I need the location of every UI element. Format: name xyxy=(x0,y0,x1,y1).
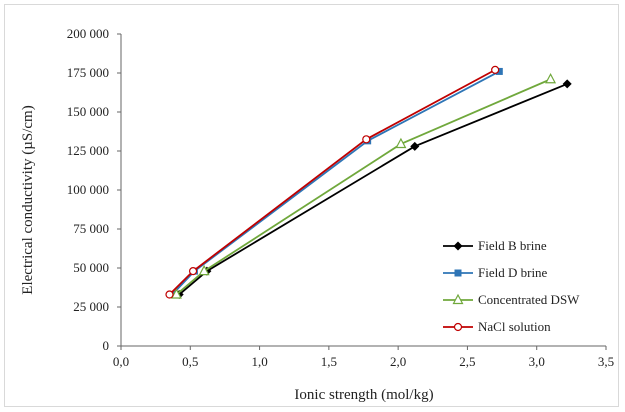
data-point xyxy=(362,135,371,144)
y-tick-label: 125 000 xyxy=(67,143,109,158)
legend-label: Field D brine xyxy=(478,265,548,280)
y-tick-label: 25 000 xyxy=(73,299,109,314)
data-point xyxy=(495,67,503,75)
x-tick-label: 0,0 xyxy=(113,354,129,369)
data-point xyxy=(170,288,182,299)
legend-marker xyxy=(453,241,463,251)
data-point xyxy=(562,79,572,89)
x-tick-label: 3,5 xyxy=(598,354,614,369)
data-point xyxy=(165,290,174,299)
y-axis-ticks: 0 25 000 50 000 75 000 100 000 125 000 150 000… xyxy=(67,26,121,353)
data-point xyxy=(198,264,210,276)
legend-item-0: Field B brine xyxy=(443,238,547,253)
series-3 xyxy=(165,65,500,299)
legend-label: Concentrated DSW xyxy=(478,292,580,307)
data-point xyxy=(395,137,407,149)
x-axis-title: Ionic strength (mol/kg) xyxy=(294,387,433,403)
legend-item-2: Concentrated DSW xyxy=(443,292,580,307)
data-point xyxy=(188,267,198,276)
chart-frame xyxy=(4,4,619,407)
x-tick-label: 3,0 xyxy=(529,354,545,369)
legend-marker xyxy=(453,322,463,332)
x-tick-label: 2,5 xyxy=(459,354,475,369)
series-line xyxy=(168,69,496,296)
series-2 xyxy=(170,72,557,299)
legend-item-1: Field D brine xyxy=(443,265,548,280)
series-line xyxy=(178,83,568,296)
data-point xyxy=(491,65,500,74)
y-tick-label: 175 000 xyxy=(67,65,109,80)
data-point xyxy=(410,141,420,151)
legend: Field B brine Field D brine Concentrated D… xyxy=(443,238,580,334)
y-tick-label: 150 000 xyxy=(67,104,109,119)
x-tick-label: 1,0 xyxy=(251,354,267,369)
y-tick-label: 200 000 xyxy=(67,26,109,41)
y-tick-label: 100 000 xyxy=(67,182,109,197)
legend-label: Field B brine xyxy=(478,238,547,253)
legend-label: NaCl solution xyxy=(478,319,551,334)
legend-marker xyxy=(454,269,462,277)
y-tick-label: 0 xyxy=(103,338,110,353)
x-tick-label: 0,5 xyxy=(182,354,198,369)
data-point xyxy=(545,72,557,84)
x-tick-label: 2,0 xyxy=(390,354,406,369)
series-layer xyxy=(165,65,572,300)
x-tick-label: 1,5 xyxy=(321,354,337,369)
legend-marker xyxy=(452,293,464,305)
series-line xyxy=(175,78,551,296)
legend-item-3: NaCl solution xyxy=(443,319,551,334)
series-line xyxy=(171,70,500,296)
x-axis-ticks: 0,0 0,5 1,0 1,5 2,0 2,5 3,0 3,5 xyxy=(113,346,614,369)
y-axis-title: Electrical conductivity (µS/cm) xyxy=(20,105,36,294)
y-tick-label: 75 000 xyxy=(73,221,109,236)
y-tick-label: 50 000 xyxy=(73,260,109,275)
